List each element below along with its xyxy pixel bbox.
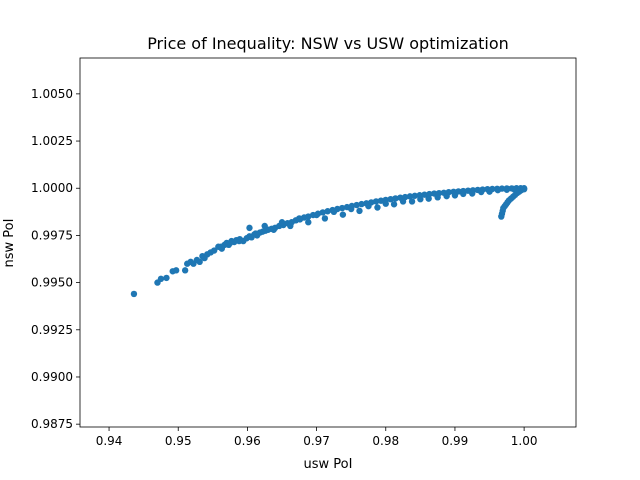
data-point — [321, 215, 329, 222]
data-point — [387, 195, 394, 203]
data-point — [163, 274, 170, 282]
data-point — [408, 198, 416, 205]
y-tick-label: 0.9875 — [31, 417, 73, 431]
data-point — [338, 204, 346, 212]
data-point — [520, 185, 528, 193]
data-point — [486, 188, 493, 195]
data-point — [421, 191, 428, 198]
data-point — [246, 224, 253, 232]
y-tick-label: 0.9950 — [31, 276, 73, 290]
data-point — [296, 215, 303, 222]
data-point — [270, 226, 277, 233]
y-tick-label: 1.0000 — [31, 181, 73, 195]
y-axis-ticks: 0.9875 0.9900 0.9925 0.9950 0.9975 1.0000 1.00… — [31, 87, 80, 431]
data-point — [390, 201, 398, 208]
x-tick-label: 0.99 — [442, 434, 469, 448]
data-point — [372, 198, 380, 205]
data-point — [226, 239, 234, 247]
data-points — [130, 185, 528, 298]
data-point — [460, 190, 467, 198]
x-axis-label: usw PoI — [304, 457, 353, 472]
x-tick-label: 1.00 — [511, 434, 538, 448]
data-point — [443, 192, 450, 200]
data-point — [217, 243, 225, 250]
x-tick-label: 0.96 — [234, 434, 261, 448]
data-point — [347, 205, 355, 213]
x-axis-ticks: 0.94 0.95 0.96 0.97 0.98 0.99 1.00 — [96, 427, 538, 448]
x-tick-label: 0.94 — [96, 434, 123, 448]
y-tick-label: 0.9975 — [31, 228, 73, 242]
data-point — [399, 198, 407, 205]
chart-title: Price of Inequality: NSW vs USW optimiza… — [147, 34, 509, 53]
data-point — [353, 201, 360, 209]
data-point — [377, 197, 385, 204]
x-tick-label: 0.95 — [165, 434, 192, 448]
data-point — [130, 290, 138, 298]
data-point — [365, 202, 372, 210]
data-point — [411, 192, 419, 199]
data-point — [478, 188, 485, 196]
data-point — [417, 195, 424, 203]
x-tick-label: 0.97 — [303, 434, 330, 448]
data-point — [252, 230, 259, 237]
data-point — [406, 193, 414, 200]
data-point — [313, 211, 320, 219]
y-tick-label: 0.9900 — [31, 370, 73, 384]
y-tick-label: 1.0050 — [31, 87, 73, 101]
data-point — [451, 192, 459, 199]
y-tick-label: 0.9925 — [31, 323, 73, 337]
data-point — [356, 207, 363, 215]
data-point — [339, 211, 347, 218]
data-point — [382, 200, 389, 207]
data-point — [287, 222, 294, 230]
data-point — [392, 195, 399, 202]
data-point — [305, 213, 312, 220]
data-point — [196, 258, 203, 266]
data-point — [305, 219, 312, 226]
data-point — [235, 237, 243, 245]
x-tick-label: 0.98 — [372, 434, 399, 448]
data-point — [494, 186, 502, 194]
data-point — [358, 200, 365, 208]
data-point — [324, 208, 331, 215]
data-point — [319, 209, 327, 216]
data-point — [211, 247, 218, 254]
data-point — [374, 204, 381, 211]
plot-area-frame — [79, 57, 577, 428]
data-point — [469, 190, 476, 197]
data-point — [330, 208, 338, 216]
data-point — [172, 267, 180, 274]
data-point — [181, 267, 189, 274]
y-tick-label: 1.0025 — [31, 134, 73, 148]
data-point — [278, 219, 286, 226]
data-point — [434, 194, 441, 201]
y-axis-label: nsw PoI — [2, 219, 17, 268]
data-point — [503, 186, 511, 193]
data-point — [157, 275, 165, 283]
data-point — [425, 195, 432, 202]
data-point — [261, 222, 268, 230]
